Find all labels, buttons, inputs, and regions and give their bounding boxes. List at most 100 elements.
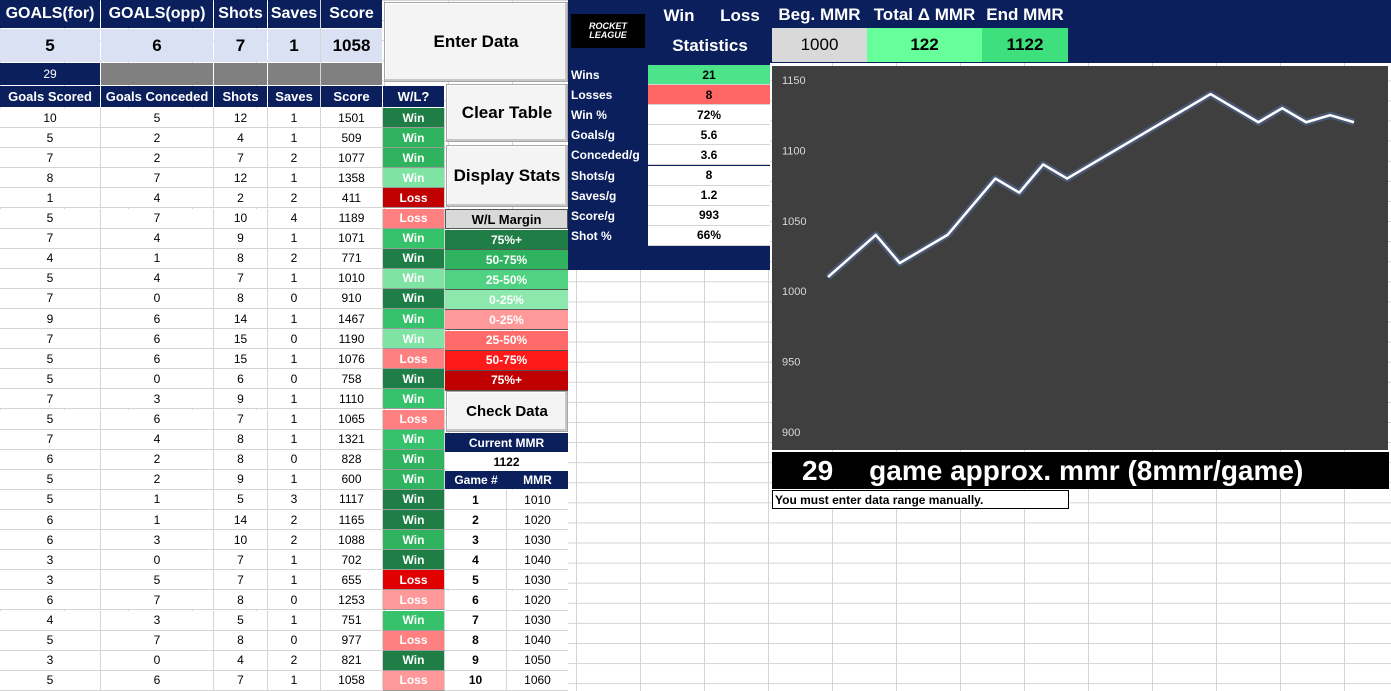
wl-result-cell[interactable]: Win — [383, 128, 445, 149]
wl-result-cell[interactable]: Win — [383, 288, 445, 309]
table-cell-sv[interactable]: 1 — [268, 570, 321, 591]
table-cell-sh[interactable]: 8 — [214, 248, 268, 269]
table-cell-gc[interactable]: 2 — [101, 449, 214, 470]
table-cell-gs[interactable]: 6 — [0, 590, 101, 611]
table-cell-sc[interactable]: 411 — [321, 188, 383, 209]
table-cell-gs[interactable]: 7 — [0, 288, 101, 309]
table-cell-sc[interactable]: 1010 — [321, 268, 383, 289]
table-cell-gc[interactable]: 7 — [101, 208, 214, 229]
wl-result-cell[interactable]: Loss — [383, 630, 445, 651]
table-cell-sc[interactable]: 1501 — [321, 108, 383, 129]
table-cell-sv[interactable]: 2 — [268, 248, 321, 269]
table-cell-sc[interactable]: 821 — [321, 650, 383, 671]
table-cell-gs[interactable]: 3 — [0, 570, 101, 591]
table-cell-gs[interactable]: 5 — [0, 128, 101, 149]
table-cell-sh[interactable]: 7 — [214, 409, 268, 430]
table-cell-sh[interactable]: 8 — [214, 288, 268, 309]
table-cell-gc[interactable]: 6 — [101, 309, 214, 330]
table-cell-sc[interactable]: 1321 — [321, 429, 383, 450]
table-cell-sv[interactable]: 1 — [268, 429, 321, 450]
table-cell-sv[interactable]: 1 — [268, 228, 321, 249]
table-cell-sc[interactable]: 910 — [321, 288, 383, 309]
wl-result-cell[interactable]: Win — [383, 469, 445, 490]
table-cell-gc[interactable]: 0 — [101, 369, 214, 390]
wl-result-cell[interactable]: Win — [383, 429, 445, 450]
table-cell-sc[interactable]: 600 — [321, 469, 383, 490]
table-cell-sv[interactable]: 2 — [268, 510, 321, 531]
table-cell-sh[interactable]: 9 — [214, 389, 268, 410]
table-cell-sc[interactable]: 751 — [321, 610, 383, 631]
table-cell-sc[interactable]: 509 — [321, 128, 383, 149]
table-cell-gs[interactable]: 4 — [0, 248, 101, 269]
table-cell-sh[interactable]: 5 — [214, 489, 268, 510]
table-cell-sh[interactable]: 15 — [214, 349, 268, 370]
table-cell-gs[interactable]: 5 — [0, 349, 101, 370]
table-cell-sh[interactable]: 15 — [214, 329, 268, 350]
table-cell-sv[interactable]: 1 — [268, 550, 321, 571]
table-cell-gc[interactable]: 2 — [101, 128, 214, 149]
table-cell-sc[interactable]: 771 — [321, 248, 383, 269]
enter-data-button[interactable]: Enter Data — [384, 2, 568, 82]
table-cell-sv[interactable]: 1 — [268, 349, 321, 370]
table-cell-sc[interactable]: 1117 — [321, 489, 383, 510]
wl-result-cell[interactable]: Win — [383, 550, 445, 571]
table-cell-sc[interactable]: 977 — [321, 630, 383, 651]
table-cell-gc[interactable]: 7 — [101, 590, 214, 611]
table-cell-gc[interactable]: 3 — [101, 389, 214, 410]
table-cell-sh[interactable]: 7 — [214, 550, 268, 571]
table-cell-gs[interactable]: 6 — [0, 449, 101, 470]
table-cell-sh[interactable]: 9 — [214, 469, 268, 490]
table-cell-gc[interactable]: 5 — [101, 570, 214, 591]
table-cell-gs[interactable]: 10 — [0, 108, 101, 129]
table-cell-sc[interactable]: 655 — [321, 570, 383, 591]
wl-result-cell[interactable]: Loss — [383, 188, 445, 209]
table-cell-gc[interactable]: 1 — [101, 489, 214, 510]
wl-result-cell[interactable]: Loss — [383, 208, 445, 229]
table-cell-sc[interactable]: 1088 — [321, 530, 383, 551]
table-cell-sv[interactable]: 1 — [268, 168, 321, 189]
table-cell-gc[interactable]: 0 — [101, 288, 214, 309]
wl-result-cell[interactable]: Win — [383, 168, 445, 189]
table-cell-gs[interactable]: 5 — [0, 409, 101, 430]
table-cell-gs[interactable]: 5 — [0, 208, 101, 229]
table-cell-sv[interactable]: 0 — [268, 449, 321, 470]
table-cell-sc[interactable]: 1077 — [321, 148, 383, 169]
table-cell-sc[interactable]: 1065 — [321, 409, 383, 430]
wl-result-cell[interactable]: Win — [383, 610, 445, 631]
table-cell-sv[interactable]: 0 — [268, 288, 321, 309]
table-cell-sh[interactable]: 12 — [214, 108, 268, 129]
table-cell-sh[interactable]: 8 — [214, 429, 268, 450]
table-cell-gc[interactable]: 7 — [101, 168, 214, 189]
table-cell-gc[interactable]: 5 — [101, 108, 214, 129]
wl-result-cell[interactable]: Win — [383, 369, 445, 390]
wl-result-cell[interactable]: Win — [383, 389, 445, 410]
table-cell-gc[interactable]: 0 — [101, 550, 214, 571]
table-cell-gc[interactable]: 4 — [101, 429, 214, 450]
wl-result-cell[interactable]: Win — [383, 530, 445, 551]
table-cell-sh[interactable]: 6 — [214, 369, 268, 390]
table-cell-gc[interactable]: 3 — [101, 530, 214, 551]
table-cell-sc[interactable]: 1110 — [321, 389, 383, 410]
table-cell-gc[interactable]: 6 — [101, 409, 214, 430]
table-cell-sv[interactable]: 1 — [268, 108, 321, 129]
table-cell-sc[interactable]: 758 — [321, 369, 383, 390]
table-cell-gc[interactable]: 2 — [101, 148, 214, 169]
table-cell-sv[interactable]: 3 — [268, 489, 321, 510]
table-cell-sv[interactable]: 1 — [268, 309, 321, 330]
table-cell-sh[interactable]: 10 — [214, 530, 268, 551]
table-cell-gc[interactable]: 0 — [101, 650, 214, 671]
table-cell-sv[interactable]: 0 — [268, 369, 321, 390]
table-cell-sh[interactable]: 8 — [214, 449, 268, 470]
table-cell-sc[interactable]: 1467 — [321, 309, 383, 330]
wl-result-cell[interactable]: Win — [383, 510, 445, 531]
table-cell-sh[interactable]: 5 — [214, 610, 268, 631]
wl-result-cell[interactable]: Win — [383, 268, 445, 289]
table-cell-sh[interactable]: 8 — [214, 630, 268, 651]
table-cell-sv[interactable]: 1 — [268, 128, 321, 149]
wl-result-cell[interactable]: Loss — [383, 570, 445, 591]
display-stats-button[interactable]: Display Stats — [446, 145, 568, 207]
table-cell-gs[interactable]: 5 — [0, 489, 101, 510]
wl-result-cell[interactable]: Win — [383, 248, 445, 269]
table-cell-sh[interactable]: 7 — [214, 268, 268, 289]
table-cell-sv[interactable]: 0 — [268, 329, 321, 350]
